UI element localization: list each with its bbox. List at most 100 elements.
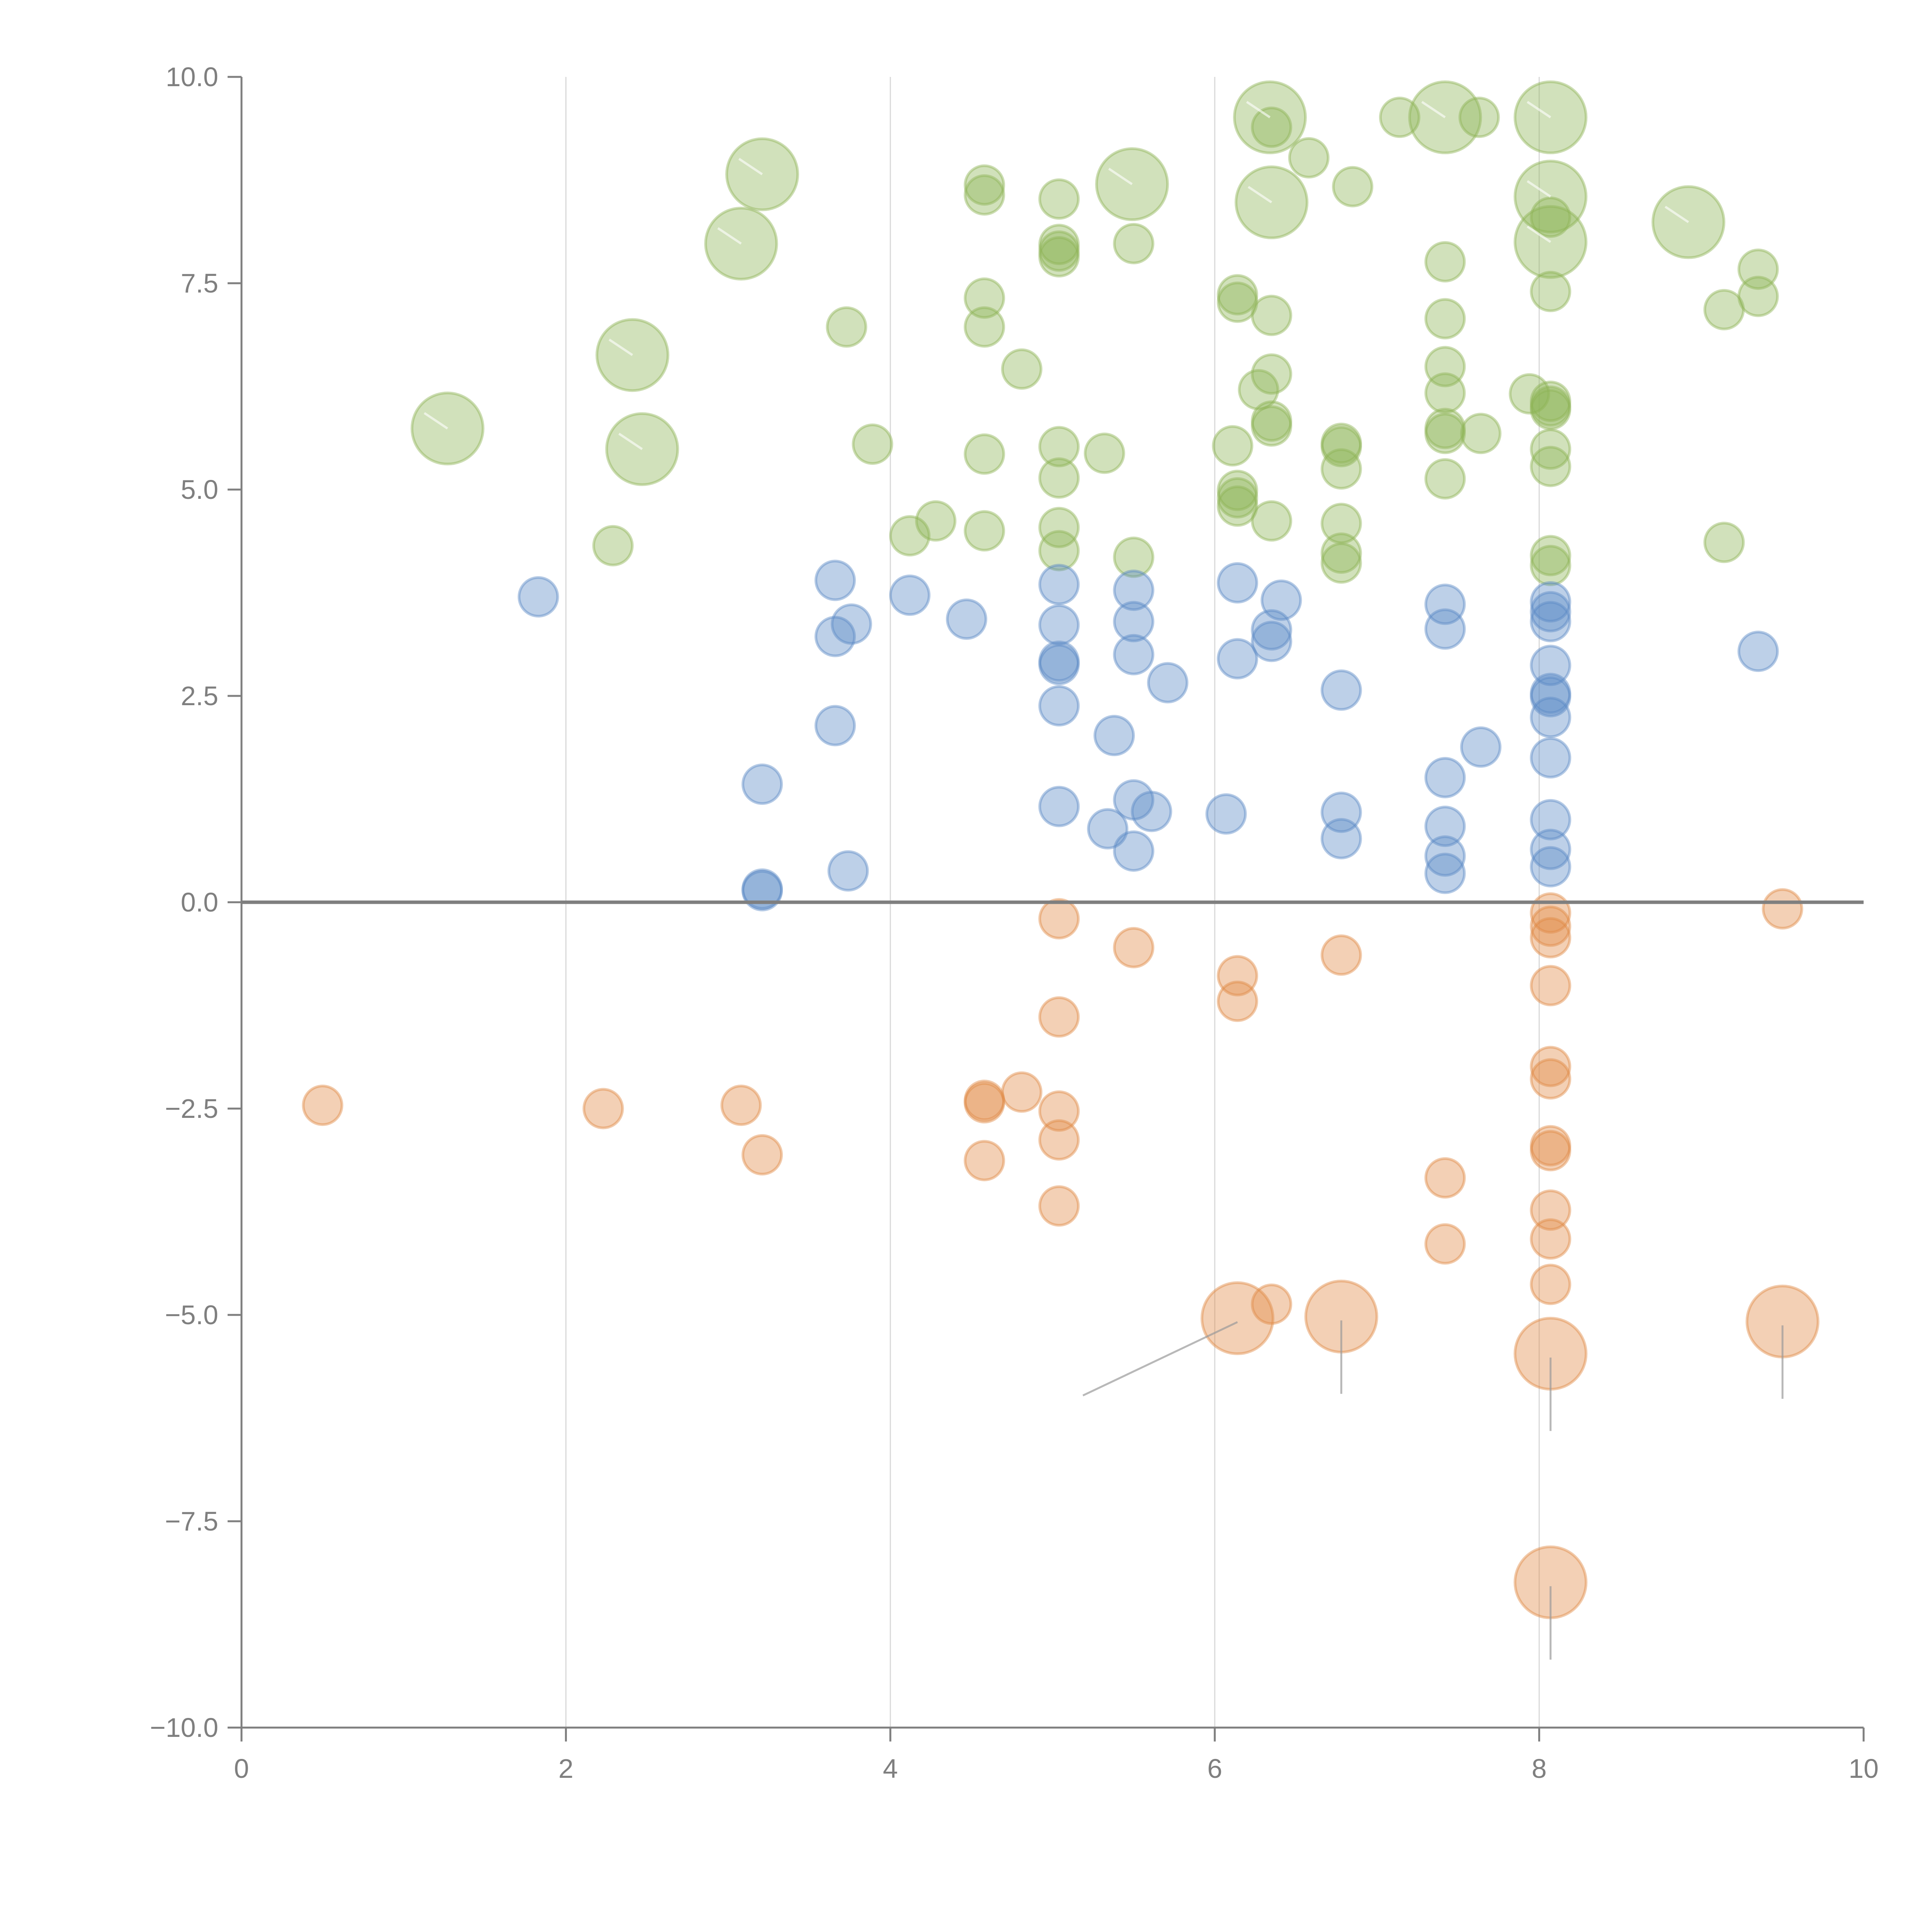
green-point [1038,236,1080,278]
orange-point [1530,1189,1571,1231]
axes: 10.0 7.5 5.0 2.5 0.0 −2.5 −5.0 −7.5 −10.0 0 2 4 6 8 10 [150,62,1879,1784]
blue-point [1320,791,1362,833]
orange-point [1424,1223,1466,1265]
blue-point [1251,609,1293,651]
green-point [1424,413,1466,454]
leader-line [1246,101,1271,119]
blue-point [1038,604,1080,646]
orange-point [1530,1264,1571,1305]
blue-point [1205,793,1247,835]
y-tick-label: −10.0 [150,1713,218,1743]
y-tick-label: −7.5 [165,1506,218,1536]
blue-point [1424,805,1466,847]
blue-point [742,870,783,912]
green-point [964,306,1005,348]
green-point [964,277,1005,319]
blue-point [1530,828,1571,870]
blue-point [1038,644,1080,685]
blue-point [1038,786,1080,827]
green-point [1251,294,1293,336]
orange-point [964,1082,1005,1124]
blue-point [1424,583,1466,625]
y-tick-label: −5.0 [165,1300,218,1330]
blue-point [1530,737,1571,779]
green-point [1320,426,1362,468]
orange-point [1530,917,1571,959]
blue-point [814,616,856,657]
green-point [1251,500,1293,542]
green-point [1424,458,1466,500]
blue-point [1260,579,1302,621]
green-point [1251,400,1293,442]
green-point [1212,425,1253,467]
orange-point [964,1080,1005,1121]
y-tick-label: 7.5 [181,268,218,298]
green-point [1320,503,1362,544]
blue-point [1113,779,1155,821]
blue-point [1424,835,1466,877]
orange-point [1320,934,1362,976]
green-point [1530,428,1571,470]
leader-line [1527,101,1551,119]
leader-line [1527,180,1551,198]
orange-point [1530,1218,1571,1260]
green-point [1530,196,1571,238]
green-point [1288,137,1330,179]
y-tick-label: 2.5 [181,681,218,711]
green-point [1703,522,1745,563]
blue-point [1113,601,1155,643]
blue-point [1460,726,1502,768]
leader-line [1527,225,1551,243]
green-point [1530,270,1571,312]
leader-line [1248,186,1272,204]
orange-point [1530,965,1571,1007]
green-point [964,433,1005,475]
blue-point [1530,591,1571,633]
blue-point [1424,608,1466,650]
green-point [1530,535,1571,577]
orange-point [1201,1281,1275,1355]
green-point [852,423,893,465]
green-point [1217,469,1259,511]
green-point [725,137,799,211]
blue-point [1530,673,1571,714]
green-point [826,306,867,348]
leader-line [1664,206,1689,223]
green-point [1083,432,1125,474]
green-point [1038,457,1080,499]
green-point [1038,178,1080,220]
orange-point [1038,898,1080,940]
green-point [1530,385,1571,427]
green-point [1530,389,1571,430]
orange-point [742,1134,783,1176]
green-point [915,500,957,542]
blue-point [1530,799,1571,840]
green-point [964,164,1005,206]
blue-point [1113,570,1155,611]
blue-point [1530,846,1571,888]
green-point [1530,446,1571,487]
green-point [1038,426,1080,468]
orange-point [1762,888,1803,930]
blue-point [946,598,988,640]
leader-line [738,158,763,175]
green-point [1424,241,1466,282]
green-point [1238,369,1279,411]
orange-point [1530,1130,1571,1172]
blue-point [1530,581,1571,622]
green-point [889,515,931,557]
green-point [1251,353,1293,395]
orange-point [1038,1185,1080,1227]
green-point [1332,166,1374,207]
orange-point [1217,955,1259,997]
leader-line [717,227,742,245]
blue-point [1038,640,1080,682]
green-point [1320,542,1362,584]
annotation-leader-lines [423,101,1784,1660]
orange-point [1424,1157,1466,1199]
green-point [1217,281,1259,323]
orange-point [1530,1058,1571,1100]
orange-point [720,1084,762,1126]
blue-point [1530,676,1571,718]
orange-point [1251,1283,1293,1325]
